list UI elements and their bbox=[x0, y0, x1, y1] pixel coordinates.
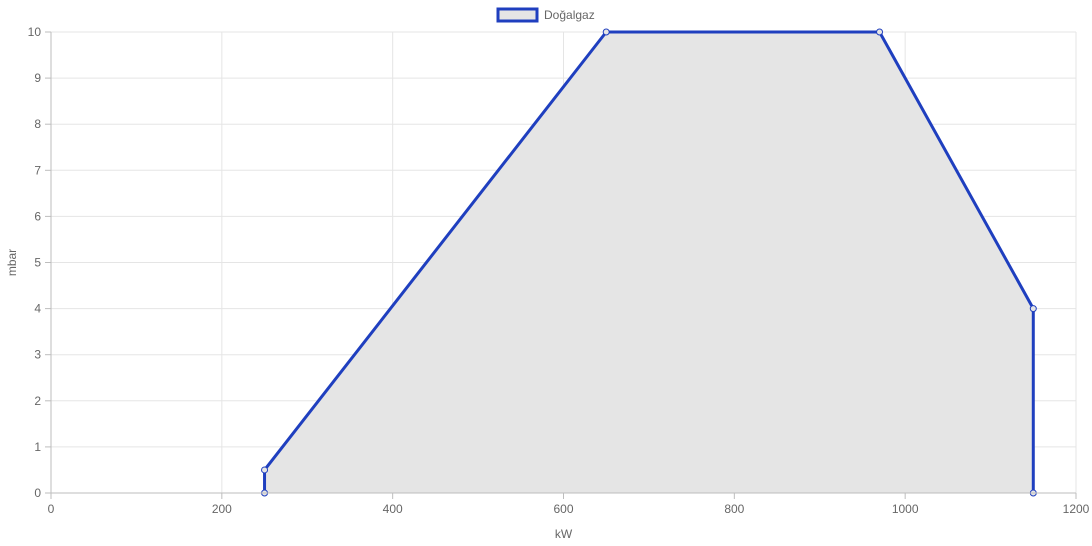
y-tick-label: 5 bbox=[34, 256, 41, 270]
data-point[interactable] bbox=[261, 466, 269, 474]
legend[interactable]: Doğalgaz bbox=[496, 7, 595, 23]
y-tick-label: 8 bbox=[34, 117, 41, 131]
y-tick-label: 9 bbox=[34, 71, 41, 85]
x-tick-label: 600 bbox=[553, 502, 573, 516]
series-area-fill bbox=[264, 32, 1034, 493]
y-tick-label: 1 bbox=[34, 440, 41, 454]
x-tick-label: 0 bbox=[48, 502, 55, 516]
data-point[interactable] bbox=[1029, 305, 1037, 313]
tick-labels: 0 200 400 600 800 1000 1200 0 1 2 3 4 5 6 7 8 9 10 bbox=[28, 25, 1090, 516]
legend-swatch[interactable] bbox=[496, 7, 539, 23]
y-tick-label: 6 bbox=[34, 209, 41, 223]
x-tick-label: 1200 bbox=[1063, 502, 1090, 516]
x-tick-label: 1000 bbox=[892, 502, 919, 516]
series-line bbox=[263, 30, 1035, 493]
data-point[interactable] bbox=[876, 28, 884, 36]
y-tick-label: 2 bbox=[34, 394, 41, 408]
y-tick-label: 3 bbox=[34, 348, 41, 362]
x-tick-label: 400 bbox=[383, 502, 403, 516]
y-axis-title: mbar bbox=[5, 249, 19, 276]
y-tick-label: 4 bbox=[34, 302, 41, 316]
x-axis-title: kW bbox=[555, 527, 573, 541]
axes bbox=[45, 31, 1077, 499]
y-tick-label: 7 bbox=[34, 163, 41, 177]
area-layer bbox=[261, 28, 1037, 497]
x-tick-label: 200 bbox=[212, 502, 232, 516]
data-point[interactable] bbox=[602, 28, 610, 36]
x-tick-label: 800 bbox=[724, 502, 744, 516]
y-tick-label: 0 bbox=[34, 486, 41, 500]
legend-label[interactable]: Doğalgaz bbox=[544, 8, 595, 22]
y-tick-label: 10 bbox=[28, 25, 42, 39]
